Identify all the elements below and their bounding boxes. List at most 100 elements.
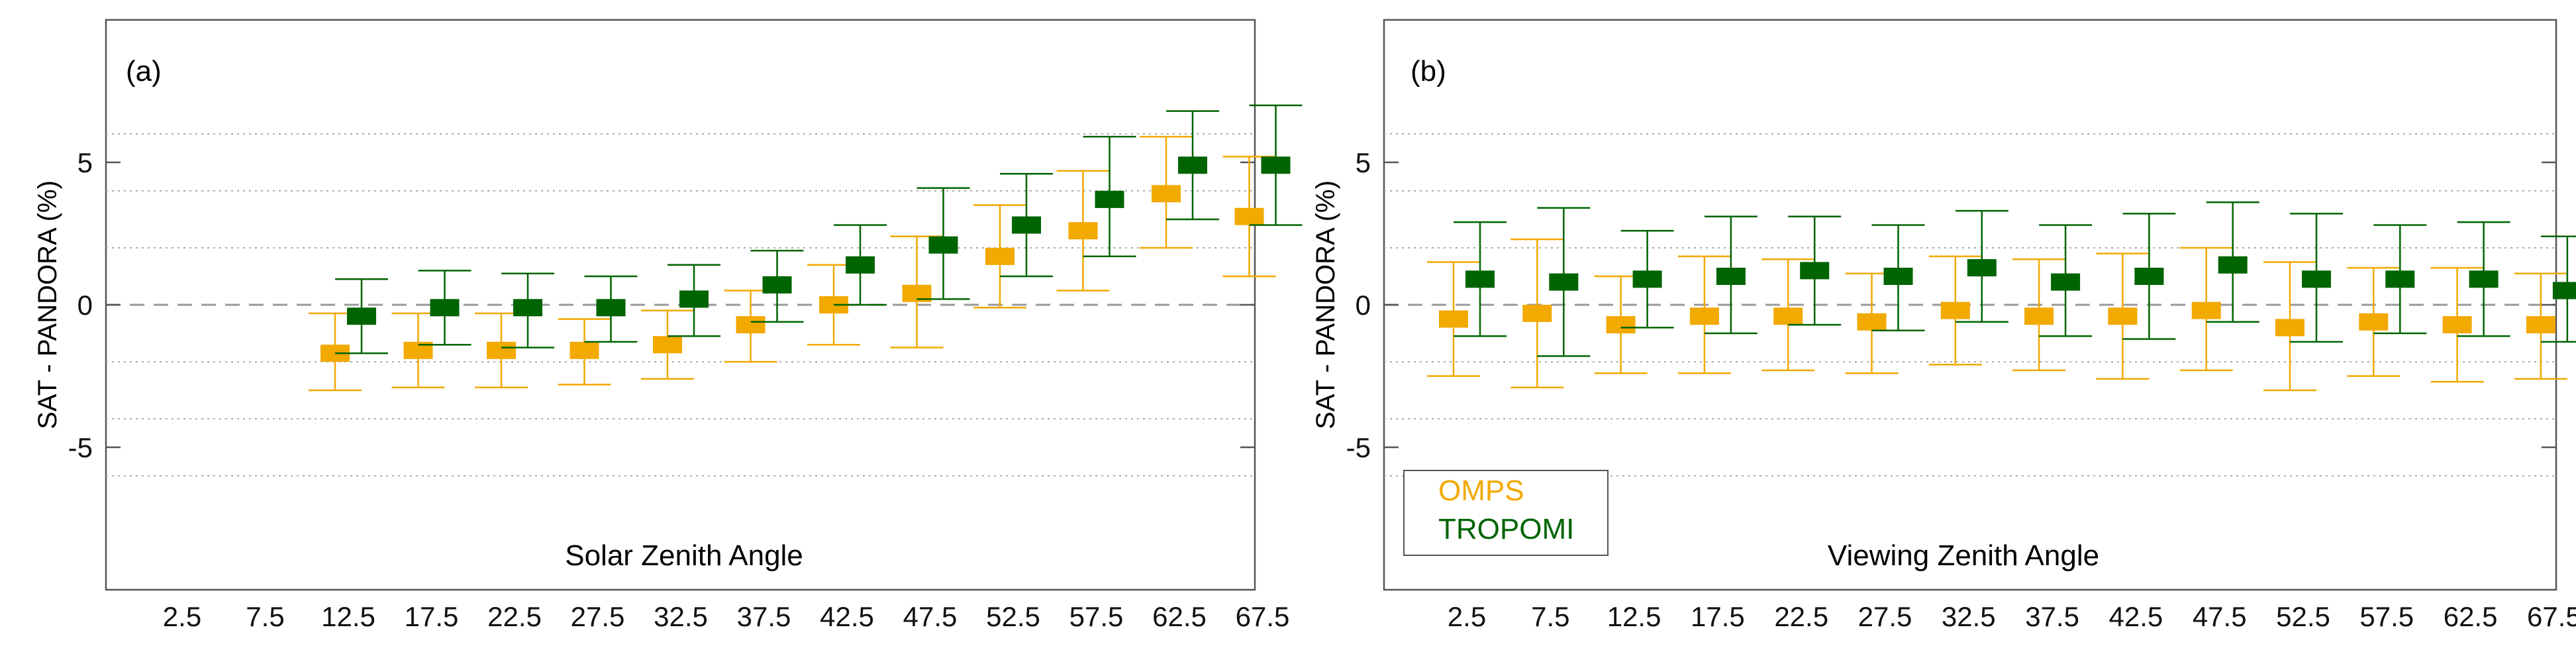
- tropomi-point: [1095, 190, 1124, 208]
- omps-point: [1439, 310, 1468, 328]
- panel-b: -5 0 5 2.5 7.5 12.5 17.5 22.5 27.5 32.5 37.5 42.5 4…: [1311, 19, 2576, 632]
- y-tick-label: -5: [1346, 432, 1371, 463]
- x-tick-labels: 2.5 7.5 12.5 17.5 22.5 27.5 32.5 37.5 42.5 47.5 52…: [163, 601, 1290, 632]
- omps-point: [653, 336, 682, 354]
- legend-box: [1403, 470, 1609, 556]
- tropomi-point: [347, 307, 376, 325]
- y-tick-label: 0: [77, 290, 93, 321]
- tropomi-point: [2051, 273, 2081, 291]
- x-tick-label: 42.5: [820, 601, 874, 632]
- y-tick-label: 5: [77, 147, 93, 178]
- omps-point: [1857, 313, 1887, 331]
- x-tick-label: 37.5: [737, 601, 791, 632]
- panel-label: (b): [1411, 55, 1446, 87]
- tropomi-point: [2552, 282, 2576, 300]
- omps-point: [2108, 307, 2138, 325]
- tropomi-point: [430, 299, 460, 317]
- tropomi-point: [1967, 259, 1997, 277]
- x-tick-label: 62.5: [2444, 601, 2498, 632]
- x-tick-label: 27.5: [571, 601, 625, 632]
- omps-point: [1068, 222, 1098, 240]
- x-tick-label: 32.5: [654, 601, 708, 632]
- gridlines: [1384, 133, 2556, 476]
- omps-point: [2024, 307, 2054, 325]
- data-marks: [1427, 201, 2576, 392]
- omps-point: [2442, 316, 2472, 334]
- x-tick-label: 12.5: [321, 601, 375, 632]
- omps-point: [1234, 207, 1264, 225]
- x-tick-label: 57.5: [1069, 601, 1124, 632]
- x-tick-label: 42.5: [2109, 601, 2163, 632]
- y-ticks: -5 0 5: [1346, 147, 2556, 463]
- x-tick-label: 57.5: [2359, 601, 2414, 632]
- x-tick-label: 22.5: [487, 601, 542, 632]
- omps-point: [736, 316, 766, 334]
- x-tick-label: 32.5: [1942, 601, 1996, 632]
- tropomi-point: [1549, 273, 1579, 291]
- inner-x-label: Solar Zenith Angle: [565, 539, 803, 572]
- omps-point: [1152, 185, 1181, 203]
- x-tick-label: 2.5: [1448, 601, 1486, 632]
- y-ticks: -5 0 5: [68, 147, 1255, 463]
- tropomi-point: [513, 299, 542, 317]
- omps-point: [1522, 304, 1552, 322]
- x-tick-label: 37.5: [2025, 601, 2079, 632]
- x-tick-label: 67.5: [1236, 601, 1290, 632]
- tropomi-point: [2302, 270, 2331, 288]
- tropomi-point: [1800, 262, 1830, 280]
- tropomi-point: [2469, 270, 2499, 288]
- tropomi-point: [1465, 270, 1495, 288]
- tropomi-point: [2134, 268, 2164, 285]
- tropomi-point: [1632, 270, 1662, 288]
- omps-point: [1940, 302, 1970, 319]
- tropomi-point: [846, 256, 875, 274]
- tropomi-point: [928, 236, 958, 254]
- inner-x-label: Viewing Zenith Angle: [1828, 539, 2099, 572]
- x-tick-label: 7.5: [1531, 601, 1569, 632]
- tropomi-point: [596, 299, 626, 317]
- x-tick-label: 67.5: [2527, 601, 2576, 632]
- omps-point: [2526, 316, 2555, 334]
- y-axis-label: SAT - PANDORA (%): [1311, 180, 1340, 429]
- omps-point: [2191, 302, 2221, 319]
- y-tick-label: 0: [1356, 290, 1371, 321]
- omps-point: [2275, 319, 2304, 337]
- tropomi-point: [679, 290, 709, 308]
- tropomi-point: [2385, 270, 2415, 288]
- tropomi-point: [1883, 268, 1913, 285]
- legend-item-omps: OMPS: [1438, 474, 1524, 507]
- omps-point: [487, 341, 516, 359]
- tropomi-point: [1178, 156, 1207, 174]
- omps-point: [985, 247, 1015, 265]
- y-tick-label: -5: [68, 432, 93, 463]
- tropomi-point: [2218, 256, 2248, 274]
- omps-point: [1606, 316, 1636, 334]
- tropomi-point: [1261, 156, 1291, 174]
- x-tick-label: 27.5: [1858, 601, 1912, 632]
- tropomi-point: [1012, 216, 1041, 234]
- x-tick-label: 17.5: [1691, 601, 1745, 632]
- x-tick-label: 47.5: [903, 601, 958, 632]
- data-marks: [309, 104, 1303, 392]
- x-tick-label: 7.5: [246, 601, 284, 632]
- tropomi-point: [1716, 268, 1746, 285]
- legend-item-tropomi: TROPOMI: [1438, 513, 1574, 545]
- legend: OMPS TROPOMI: [1403, 470, 1609, 556]
- y-axis-label: SAT - PANDORA (%): [33, 180, 62, 429]
- y-tick-label: 5: [1356, 147, 1371, 178]
- x-tick-label: 12.5: [1607, 601, 1661, 632]
- x-tick-label: 17.5: [405, 601, 459, 632]
- panel-a: -5 0 5 2.5 7.5 12.5 17.5 22.5 27.5 32.5 37.5 42.5 4…: [33, 19, 1303, 632]
- panel-label: (a): [126, 55, 162, 87]
- x-tick-label: 22.5: [1774, 601, 1828, 632]
- omps-point: [2359, 313, 2389, 331]
- x-tick-labels: 2.5 7.5 12.5 17.5 22.5 27.5 32.5 37.5 42.5 47.5 52…: [1448, 601, 2576, 632]
- tropomi-point: [762, 276, 792, 294]
- omps-point: [1689, 307, 1719, 325]
- x-tick-label: 47.5: [2193, 601, 2247, 632]
- x-tick-label: 2.5: [163, 601, 201, 632]
- x-tick-label: 62.5: [1152, 601, 1207, 632]
- omps-point: [570, 341, 599, 359]
- omps-point: [1773, 307, 1803, 325]
